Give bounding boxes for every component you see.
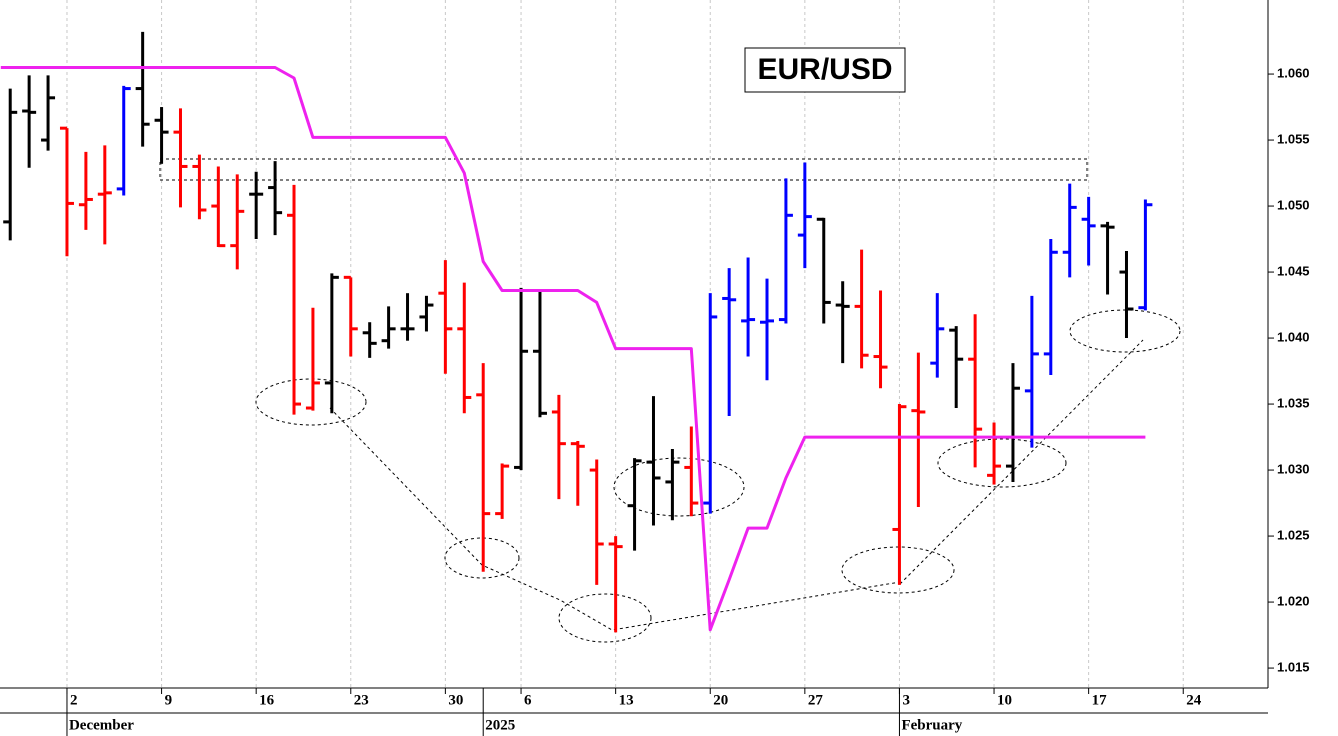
month-label: February xyxy=(901,717,962,733)
ellipse xyxy=(255,378,367,426)
chart-title: EUR/USD xyxy=(757,53,892,86)
y-tick-label: 1.020 xyxy=(1277,594,1310,609)
ellipse xyxy=(558,593,652,643)
ellipse xyxy=(613,457,745,517)
plot-layer xyxy=(0,31,1153,633)
x-tick-label: 23 xyxy=(354,692,369,708)
x-tick-label: 6 xyxy=(524,692,532,708)
ellipse xyxy=(937,438,1067,488)
y-tick-label: 1.040 xyxy=(1277,329,1310,344)
x-tick-label: 3 xyxy=(902,692,910,708)
indicator-line xyxy=(0,66,1146,632)
y-tick-label: 1.060 xyxy=(1277,65,1310,80)
resistance-box xyxy=(159,158,1088,181)
y-tick-label: 1.030 xyxy=(1277,462,1310,477)
y-tick-label: 1.045 xyxy=(1277,263,1310,278)
x-tick-label: 30 xyxy=(448,692,463,708)
axis-layer: 1.015 1.020 1.025 1.030 1.035 1.040 1.045 1.050… xyxy=(66,65,1310,736)
x-tick-label: 27 xyxy=(808,692,824,708)
y-tick-label: 1.055 xyxy=(1277,131,1310,146)
y-tick-label: 1.035 xyxy=(1277,395,1310,410)
x-tick-label: 2 xyxy=(70,692,78,708)
x-tick-label: 17 xyxy=(1092,692,1108,708)
x-tick-label: 20 xyxy=(713,692,728,708)
x-tick-label: 9 xyxy=(165,692,173,708)
trend-line xyxy=(329,407,901,631)
month-label: 2025 xyxy=(485,717,515,733)
x-tick-label: 24 xyxy=(1186,692,1202,708)
x-tick-label: 10 xyxy=(997,692,1012,708)
y-tick-label: 1.015 xyxy=(1277,660,1310,675)
y-tick-label: 1.050 xyxy=(1277,197,1310,212)
y-tick-label: 1.025 xyxy=(1277,528,1310,543)
x-tick-label: 16 xyxy=(259,692,275,708)
title-box xyxy=(744,47,906,93)
x-tick-label: 13 xyxy=(619,692,634,708)
month-label: December xyxy=(69,717,134,733)
ellipse xyxy=(444,537,520,579)
annotations xyxy=(159,158,1181,643)
